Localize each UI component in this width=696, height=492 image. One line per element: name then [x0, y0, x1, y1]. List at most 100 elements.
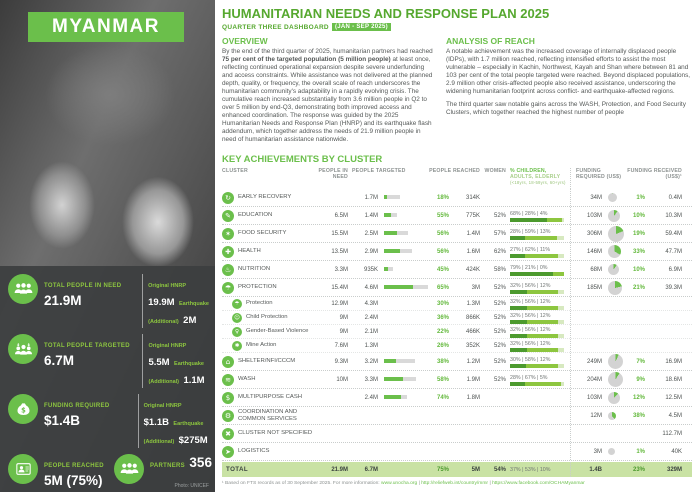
people-targeted-value: 3.3M	[364, 376, 378, 383]
women-pct: 52%	[493, 314, 506, 321]
shelter-nfi-cccm-icon: ⌂	[222, 355, 234, 368]
funding-received-value: 12.5M	[665, 394, 682, 401]
people-targeted-value: 2.1M	[364, 328, 378, 335]
funding-received-pct: 10%	[632, 212, 645, 219]
people-reached-pct: 38%	[436, 358, 449, 365]
cluster-name: PROTECTION	[238, 284, 277, 291]
people-reached-pct: 22%	[436, 328, 449, 335]
people-targeted-value: 2.5M	[364, 230, 378, 237]
education-icon: ✎	[222, 209, 234, 222]
header-cae-note: (<18yrs, 18-59yrs, 60+yrs)	[510, 180, 566, 185]
protection-general-row: ☂ Protection 12.9M 4.3M 30% 1.3M 52% 32%…	[222, 297, 692, 311]
total-row: TOTAL 21.9M 6.7M 75% 5M 54% 37% | 53% | …	[222, 462, 692, 477]
stat-people-targeted: TOTAL PEOPLE TARGETED 6.7M Original HNRP…	[8, 334, 209, 388]
children-adults-elderly: 68% | 28% | 4%	[510, 210, 570, 222]
stat-label: FUNDING REQUIRED	[44, 403, 110, 409]
demographic-stacked-bar	[510, 289, 564, 294]
reach-progress-bar	[382, 194, 428, 201]
women-pct: 58%	[493, 266, 506, 273]
funding-received-value: 112.7M	[662, 430, 682, 437]
people-in-need-value: 3.3M	[334, 266, 348, 273]
funding-donut	[606, 209, 624, 222]
people-reached-pct: 30%	[436, 300, 449, 307]
stat-partners: PARTNERS 356	[114, 454, 215, 490]
breakdown-value: $1.1B	[143, 417, 169, 428]
people-reached-value: 1.9M	[466, 376, 480, 383]
people-in-need-value: 9.3M	[334, 358, 348, 365]
people-reached-pct: 56%	[436, 248, 449, 255]
funding-donut	[606, 391, 624, 404]
breakdown-label: Original HNRP	[148, 343, 187, 349]
funding-required-value: 185M	[586, 284, 602, 291]
funding-received-pct: 33%	[632, 248, 645, 255]
people-in-need-value: 9M	[339, 314, 348, 321]
demographic-stacked-bar	[510, 381, 564, 386]
header-funding-required: FUNDING REQUIRED (US$)	[576, 168, 622, 180]
reach-progress-bar	[382, 284, 428, 291]
people-targeted-value: 1.7M	[364, 194, 378, 201]
protection-icon: ☂	[222, 281, 234, 294]
child-protection-icon: ☺	[232, 312, 242, 323]
people-reached-pct: 18%	[436, 194, 449, 201]
footer-separator: |	[489, 481, 491, 486]
header-cluster: CLUSTER	[222, 168, 248, 174]
people-reached-pct: 58%	[436, 376, 449, 383]
overview-text: By the end of the third quarter of 2025,…	[222, 48, 434, 144]
people-in-need-value: 9M	[339, 328, 348, 335]
country-banner: MYANMAR	[28, 12, 184, 42]
funding-required-value: 68M	[590, 266, 602, 273]
link-unocha[interactable]: www.unocha.org	[381, 481, 418, 486]
reach-progress-bar	[382, 266, 428, 273]
cluster-name: Protection	[246, 300, 273, 307]
breakdown-value: 19.9M	[148, 297, 175, 308]
people-in-need-value: 7.6M	[334, 342, 348, 349]
demographic-stacked-bar	[510, 235, 564, 240]
funding-received-value: 40K	[671, 448, 682, 455]
gender-based-violence-icon: ♀	[232, 326, 242, 337]
breakdown-value: 1.1M	[183, 375, 205, 386]
children-adults-elderly	[510, 415, 570, 416]
link-reliefweb[interactable]: http://reliefweb.int/country/mmr	[421, 481, 489, 486]
header-cae-sub: ADULTS, ELDERLY	[510, 174, 561, 180]
total-funding-received: 329M	[666, 466, 682, 473]
people-reached-value: 1.6M	[466, 248, 480, 255]
funding-received-value: 0.4M	[668, 194, 682, 201]
breakdown-label: Earthquake (Additional)	[143, 421, 204, 445]
reach-progress-bar	[382, 376, 428, 383]
reach-progress-bar	[382, 230, 428, 237]
cluster-name: COORDINATION AND COMMON SERVICES	[238, 409, 298, 422]
people-targeted-value: 2.4M	[364, 394, 378, 401]
header-women: WOMEN	[484, 168, 506, 174]
cluster-name: CLUSTER NOT SPECIFIED	[238, 430, 313, 437]
partners-icon	[114, 454, 144, 484]
children-adults-elderly	[510, 397, 570, 398]
funding-donut	[606, 372, 624, 387]
link-facebook[interactable]: https://www.facebook.com/OCHAMyanmar	[492, 481, 585, 486]
demographic-stacked-bar	[510, 363, 564, 368]
people-reached-pct: 36%	[436, 314, 449, 321]
logistics-icon: ➤	[222, 445, 234, 458]
funding-received-pct: 19%	[632, 230, 645, 237]
reach-progress-bar	[382, 394, 428, 401]
wash-icon: ≋	[222, 373, 234, 386]
stat-value: 5M (75%)	[44, 473, 103, 488]
stat-funding-required: $ FUNDING REQUIRED $1.4B Original HNRP $…	[8, 394, 209, 448]
demographic-stacked-bar	[510, 347, 564, 352]
stat-people-in-need: TOTAL PEOPLE IN NEED 21.9M Original HNRP…	[8, 274, 209, 328]
total-children-adults-elderly: 37% | 53% | 10%	[510, 467, 551, 473]
funding-received-pct: 1%	[636, 194, 645, 201]
funding-required-value: 12M	[590, 412, 602, 419]
funding-required-value: 204M	[586, 376, 602, 383]
logistics-row: ➤ LOGISTICS 3M 1% 40K	[222, 443, 692, 461]
header-people-in-need: PEOPLE IN NEED	[318, 168, 348, 180]
funding-donut	[606, 354, 624, 369]
women-pct: 57%	[493, 230, 506, 237]
stat-label: TOTAL PEOPLE IN NEED	[44, 283, 122, 289]
breakdown-label: Earthquake (Additional)	[148, 301, 209, 325]
people-targeted-icon	[8, 334, 38, 364]
stat-value: 21.9M	[44, 293, 82, 308]
funding-required-value: 306M	[586, 230, 602, 237]
mine-action-row: ✱ Mine Action 7.6M 1.3M 26% 352K 52% 32%…	[222, 339, 692, 353]
people-reached-value: 1.4M	[466, 230, 480, 237]
stat-breakdown: Original HNRP $1.1B Earthquake (Addition…	[137, 394, 209, 448]
